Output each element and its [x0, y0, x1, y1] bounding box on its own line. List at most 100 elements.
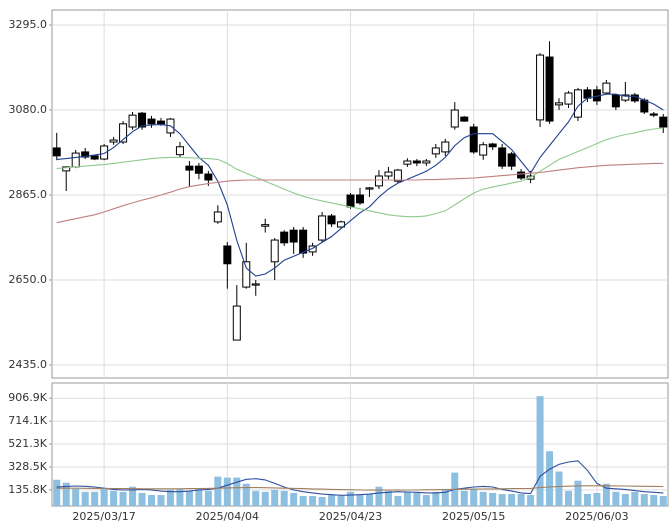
volume-bar	[422, 495, 430, 506]
volume-bar	[640, 493, 648, 506]
volume-bar	[489, 492, 497, 506]
candle-body	[62, 166, 71, 172]
candle-body	[270, 239, 279, 263]
y-tick-label: 714.1K	[8, 414, 47, 427]
candle-body	[109, 139, 118, 143]
volume-bar	[347, 491, 355, 506]
x-tick-label: 2025/04/04	[196, 510, 259, 522]
candle-body	[365, 187, 374, 190]
candle-body	[261, 224, 270, 227]
candle-body	[507, 153, 516, 167]
volume-bar	[129, 486, 137, 506]
volume-bar	[546, 451, 554, 506]
candle-body	[583, 89, 592, 99]
candle-body	[611, 94, 620, 108]
volume-bar	[555, 471, 563, 506]
candle-body	[71, 152, 80, 168]
moving-average-line	[56, 485, 664, 491]
volume-bar	[138, 492, 146, 506]
candle-body	[659, 116, 668, 128]
volume-bar	[631, 491, 639, 506]
volume-bar	[659, 496, 667, 506]
candle-body	[555, 102, 564, 106]
volume-bar	[299, 496, 307, 506]
candle-body	[545, 56, 554, 122]
x-tick-label: 2025/05/15	[442, 510, 505, 522]
volume-bar	[119, 491, 127, 506]
candle-body	[384, 171, 393, 177]
x-tick-label: 2025/03/17	[72, 510, 135, 522]
candle-body	[564, 92, 573, 105]
volume-bar	[328, 495, 336, 506]
volume-bar	[470, 488, 478, 506]
y-tick-label: 906.9K	[8, 391, 47, 404]
y-tick-label: 2435.0	[9, 358, 48, 371]
candle-body	[100, 145, 109, 160]
volume-bar	[517, 493, 525, 506]
volume-bar	[176, 488, 184, 506]
volume-bar	[432, 491, 440, 506]
candle-body	[156, 120, 165, 125]
y-tick-label: 3080.0	[9, 103, 48, 116]
candle-body	[450, 109, 459, 128]
volume-bar	[413, 492, 421, 506]
volume-bar	[479, 491, 487, 506]
candle-body	[422, 160, 431, 164]
candle-body	[251, 283, 260, 286]
volume-bar	[100, 488, 108, 506]
candle-body	[403, 160, 412, 165]
volume-bar	[337, 496, 345, 506]
candle-body	[213, 211, 222, 223]
candle-body	[412, 160, 421, 164]
volume-bar	[403, 491, 411, 506]
volume-bar	[460, 490, 468, 506]
candle-body	[488, 143, 497, 148]
candle-body	[346, 194, 355, 208]
y-tick-label: 328.5K	[8, 460, 47, 473]
candle-body	[621, 94, 630, 101]
volume-bar	[242, 483, 250, 506]
candle-body	[318, 215, 327, 241]
candle-body	[81, 151, 90, 158]
candle-body	[469, 126, 478, 153]
candle-body	[289, 229, 298, 243]
volume-bar	[365, 493, 373, 506]
y-tick-label: 3295.0	[9, 18, 48, 31]
candle-body	[138, 112, 147, 128]
candle-body	[640, 99, 649, 113]
volume-bar	[318, 496, 326, 506]
volume-bar	[650, 495, 658, 506]
volume-bar	[290, 492, 298, 506]
volume-bar	[148, 495, 156, 506]
y-tick-label: 521.3K	[8, 437, 47, 450]
volume-bar	[233, 477, 241, 506]
candle-body	[649, 113, 658, 116]
volume-bar	[72, 488, 80, 506]
x-tick-label: 2025/04/23	[319, 510, 382, 522]
candle-body	[498, 147, 507, 167]
candle-body	[280, 231, 289, 244]
candle-body	[119, 123, 128, 143]
y-tick-label: 2865.0	[9, 188, 48, 201]
candle-body	[223, 245, 232, 265]
candle-body	[194, 165, 203, 174]
volume-bar	[621, 493, 629, 506]
candle-body	[441, 141, 450, 153]
x-tick-label: 2025/06/03	[565, 510, 628, 522]
volume-bar	[157, 495, 165, 506]
candle-body	[431, 147, 440, 155]
volume-bar	[223, 477, 231, 506]
candle-body	[536, 54, 545, 121]
volume-bar	[527, 495, 535, 506]
volume-bar	[593, 492, 601, 506]
volume-bar	[536, 396, 544, 506]
volume-bar	[375, 486, 383, 506]
candle-body	[204, 173, 213, 181]
volume-bar	[53, 479, 61, 506]
volume-bar	[508, 493, 516, 506]
volume-bar	[252, 490, 260, 506]
candle-body	[356, 194, 364, 204]
volume-bar	[602, 483, 610, 506]
candle-body	[327, 215, 336, 225]
volume-bar	[441, 488, 449, 506]
